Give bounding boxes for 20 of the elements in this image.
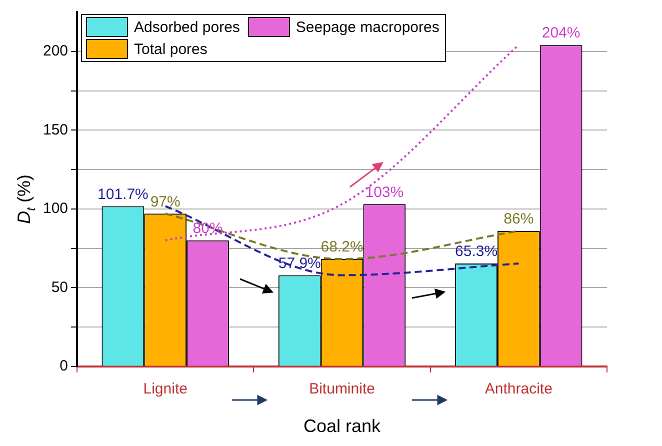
x-tick-label: Anthracite (484, 380, 552, 398)
legend-label: Seepage macropores (296, 18, 440, 36)
data-label: 204% (542, 24, 580, 42)
data-label: 97% (150, 193, 180, 210)
legend-label: Adsorbed pores (134, 18, 240, 36)
x-tick-label: Bituminite (309, 380, 375, 398)
y-tick-label: 50 (51, 278, 68, 296)
data-label: 68.2% (320, 238, 364, 256)
y-axis-title: Dt (%) (14, 174, 38, 224)
data-label: 86% (504, 210, 534, 228)
x-tick-label: Lignite (143, 380, 188, 398)
data-label: 65.3% (455, 243, 498, 260)
y-tick-label: 100 (42, 200, 68, 218)
y-tick-label: 0 (60, 358, 68, 375)
y-tick-label: 200 (42, 42, 68, 60)
legend-label: Total pores (134, 40, 208, 58)
data-label: 101.7% (98, 186, 148, 203)
y-tick-label: 150 (42, 121, 68, 138)
data-label: 103% (365, 184, 404, 201)
x-axis-title: Coal rank (303, 416, 382, 436)
